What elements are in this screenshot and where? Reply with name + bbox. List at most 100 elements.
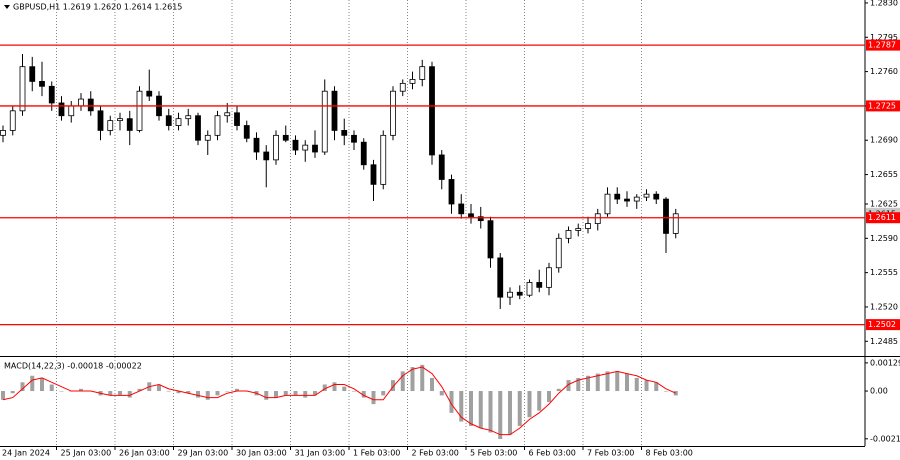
macd-bar (595, 373, 600, 392)
x-tick-label: 25 Jan 03:00 (61, 449, 112, 458)
macd-bar (59, 391, 64, 392)
candle-body (458, 203, 465, 215)
macd-bar (313, 391, 317, 396)
level-label: 1.2725 (868, 101, 896, 110)
macd-bar (371, 391, 376, 405)
candle-body (224, 112, 231, 117)
macd-bar (137, 388, 142, 392)
candle-body (653, 193, 660, 200)
macd-bar (449, 391, 454, 413)
macd-bar (186, 391, 191, 394)
y-tick-label: 1.2625 (870, 199, 898, 208)
macd-bar (615, 371, 620, 392)
candle-body (429, 66, 435, 156)
x-tick-label: 2 Feb 03:00 (412, 449, 459, 458)
macd-bar (644, 380, 649, 392)
candle-body (380, 134, 387, 185)
candle-body (672, 213, 679, 234)
macd-bar (361, 391, 366, 398)
candle-body (136, 90, 143, 131)
candle-body (273, 134, 279, 161)
x-tick-label: 6 Feb 03:00 (529, 449, 576, 458)
x-tick-label: 26 Jan 03:00 (119, 449, 170, 458)
candle-body (214, 115, 221, 136)
macd-bar (20, 382, 25, 392)
macd-bar (283, 391, 288, 396)
x-tick-label: 8 Feb 03:00 (646, 449, 693, 458)
macd-bar (586, 375, 590, 392)
signal-line (2, 366, 676, 436)
chart-title: GBPUSD,H1 1.2619 1.2620 1.2614 1.2615 (13, 3, 182, 12)
y-tick-label: 1.2520 (870, 302, 898, 311)
macd-bar (400, 371, 405, 392)
macd-bar (127, 391, 132, 398)
macd-bar (469, 391, 473, 426)
level-box (866, 100, 900, 112)
macd-bar (634, 377, 639, 392)
candle-body (604, 193, 611, 215)
macd-bar (352, 391, 356, 392)
macd-bar (332, 382, 337, 392)
macd-bar (576, 377, 581, 392)
macd-bar (30, 375, 35, 392)
candle-body (312, 144, 318, 153)
candle-body (253, 137, 260, 153)
candle-body (351, 134, 357, 143)
y-tick-label: 1.2485 (870, 337, 898, 346)
x-tick-label: 24 Jan 2024 (2, 449, 50, 458)
x-tick-label: 30 Jan 03:00 (236, 449, 287, 458)
macd-bar (40, 377, 44, 392)
candle-body (117, 118, 123, 122)
macd-bar (235, 388, 239, 392)
candle-body (243, 125, 250, 139)
candle-body (643, 193, 650, 198)
macd-bar (547, 391, 551, 402)
candle-body (107, 120, 114, 131)
macd-bar (293, 391, 298, 396)
candle-body (516, 291, 523, 296)
level-label: 1.2787 (868, 41, 896, 50)
candle-body (321, 90, 328, 153)
macd-bar (118, 391, 122, 396)
macd-bar (430, 377, 434, 392)
candle-body (633, 196, 640, 202)
macd-bar (10, 391, 15, 394)
macd-bar (342, 386, 347, 392)
candle-body (438, 154, 445, 180)
macd-bar (410, 367, 415, 392)
candle-body (58, 102, 65, 117)
y-tick-label: 1.2690 (870, 136, 898, 145)
level-box (866, 212, 900, 224)
candle-body (575, 228, 582, 231)
candle-body (663, 198, 669, 234)
candle-body (302, 144, 309, 151)
macd-bar (205, 391, 210, 400)
y-tick-label: 1.2830 (870, 0, 898, 7)
candle-body (448, 179, 455, 205)
candle-body (614, 193, 621, 200)
candle-body (468, 213, 474, 218)
candle-body (477, 216, 484, 222)
macd-bar (176, 391, 181, 394)
level-label: 1.2502 (868, 320, 896, 329)
macd-bar (654, 382, 659, 392)
macd-bar (664, 391, 668, 392)
y-tick-label: -0.00219 (870, 434, 900, 443)
macd-bar (108, 391, 113, 396)
macd-bar (537, 391, 542, 411)
candle-body (409, 79, 416, 84)
candle-body (487, 220, 494, 259)
candle-body (19, 66, 26, 112)
y-tick-label: 1.2590 (870, 234, 898, 243)
macd-bar (488, 391, 493, 433)
x-tick-label: 5 Feb 03:00 (470, 449, 517, 458)
macd-bar (303, 391, 308, 398)
macd-bar (79, 388, 83, 392)
macd-bar (625, 373, 629, 392)
candle-body (87, 98, 94, 112)
macd-bar (498, 391, 503, 440)
candle-body (9, 110, 16, 131)
candle-body (204, 134, 211, 141)
